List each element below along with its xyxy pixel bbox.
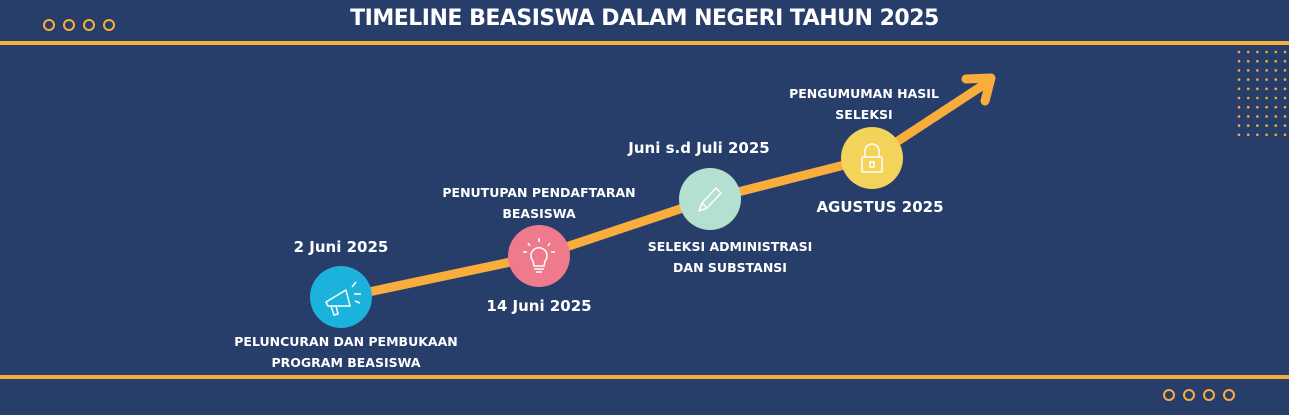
decorative-dot xyxy=(1237,87,1241,91)
decorative-dot xyxy=(1256,124,1259,127)
decorative-dot xyxy=(1246,59,1250,63)
top-divider xyxy=(0,41,1289,45)
decorative-dot xyxy=(1246,133,1250,137)
decorative-dot xyxy=(1237,105,1241,109)
bottom-divider xyxy=(0,375,1289,379)
decorative-dot xyxy=(1246,96,1250,100)
milestone-2-description: PENUTUPAN PENDAFTARAN BEASISWA xyxy=(442,185,636,221)
decorative-dot xyxy=(1283,105,1287,109)
decorative-dot xyxy=(1283,50,1287,54)
decorative-rings-top xyxy=(43,19,115,31)
decorative-dot xyxy=(1256,115,1259,118)
decorative-dot xyxy=(1283,87,1287,91)
decorative-dot xyxy=(1246,87,1250,91)
decorative-dot xyxy=(1256,87,1259,91)
milestone-2-date: 14 Juni 2025 xyxy=(486,297,592,315)
decorative-dot xyxy=(1237,69,1241,72)
decorative-dot xyxy=(1256,59,1259,63)
decorative-dot xyxy=(1274,59,1278,63)
decorative-dot xyxy=(1256,105,1259,109)
decorative-dot xyxy=(1237,124,1241,127)
decorative-dot xyxy=(1265,87,1268,91)
decorative-dot xyxy=(1274,133,1278,137)
decorative-dot xyxy=(1246,115,1250,118)
decorative-dot xyxy=(1265,124,1268,127)
decorative-dot xyxy=(1274,115,1278,118)
decorative-dot xyxy=(1237,133,1241,137)
decorative-dot xyxy=(1237,115,1241,118)
decorative-dot xyxy=(1246,50,1250,54)
decorative-dot xyxy=(1265,133,1268,137)
decorative-dot xyxy=(1265,115,1268,118)
decorative-dot xyxy=(1274,78,1278,81)
decorative-rings-bottom xyxy=(1163,389,1235,401)
padlock-icon xyxy=(861,143,883,173)
page-title: TIMELINE BEASISWA DALAM NEGERI TAHUN 202… xyxy=(350,6,939,31)
decorative-dot xyxy=(1265,78,1268,81)
decorative-dot xyxy=(1274,105,1278,109)
decorative-dot xyxy=(1265,69,1268,72)
decorative-dot xyxy=(1237,78,1241,81)
decorative-dot xyxy=(1256,78,1259,81)
milestone-1-description: PELUNCURAN DAN PEMBUKAAN PROGRAM BEASISW… xyxy=(234,334,458,370)
decorative-dot xyxy=(1246,105,1250,109)
lightbulb-icon xyxy=(523,238,555,273)
milestone-3-marker xyxy=(679,168,741,230)
decorative-dot xyxy=(1265,50,1268,54)
decorative-dot xyxy=(1283,69,1287,72)
milestone-1-marker xyxy=(310,266,372,328)
decorative-dot xyxy=(1237,59,1241,63)
decorative-dot xyxy=(1283,133,1287,137)
decorative-dot xyxy=(1256,50,1259,54)
dot-grid-decoration xyxy=(1237,50,1287,137)
milestone-4-date: AGUSTUS 2025 xyxy=(816,198,944,216)
pencil-icon xyxy=(698,187,722,212)
decorative-dot xyxy=(1265,96,1268,100)
milestone-1-date: 2 Juni 2025 xyxy=(293,238,389,256)
milestone-3-date: Juni s.d Juli 2025 xyxy=(628,139,770,157)
decorative-dot xyxy=(1283,96,1287,100)
decorative-dot xyxy=(1274,69,1278,72)
decorative-dot xyxy=(1256,96,1259,100)
decorative-dot xyxy=(1246,124,1250,127)
decorative-dot xyxy=(1237,50,1241,54)
milestone-4-marker xyxy=(841,127,903,189)
decorative-dot xyxy=(1256,69,1259,72)
decorative-dot xyxy=(1237,96,1241,100)
decorative-dot xyxy=(1283,78,1287,81)
arrow-head-icon xyxy=(961,73,996,106)
decorative-dot xyxy=(1265,59,1268,63)
milestone-3-description: SELEKSI ADMINISTRASI DAN SUBSTANSI xyxy=(647,239,813,275)
decorative-dot xyxy=(1283,59,1287,63)
milestone-4-description: PENGUMUMAN HASIL SELEKSI xyxy=(789,86,939,122)
decorative-dot xyxy=(1265,105,1268,109)
decorative-dot xyxy=(1246,78,1250,81)
megaphone-icon xyxy=(325,281,361,316)
decorative-dot xyxy=(1274,50,1278,54)
decorative-dot xyxy=(1274,96,1278,100)
decorative-dot xyxy=(1283,124,1287,127)
decorative-dot xyxy=(1246,69,1250,72)
milestone-2-marker xyxy=(508,225,570,287)
decorative-dot xyxy=(1283,115,1287,118)
decorative-dot xyxy=(1256,133,1259,137)
decorative-dot xyxy=(1274,124,1278,127)
decorative-dot xyxy=(1274,87,1278,91)
